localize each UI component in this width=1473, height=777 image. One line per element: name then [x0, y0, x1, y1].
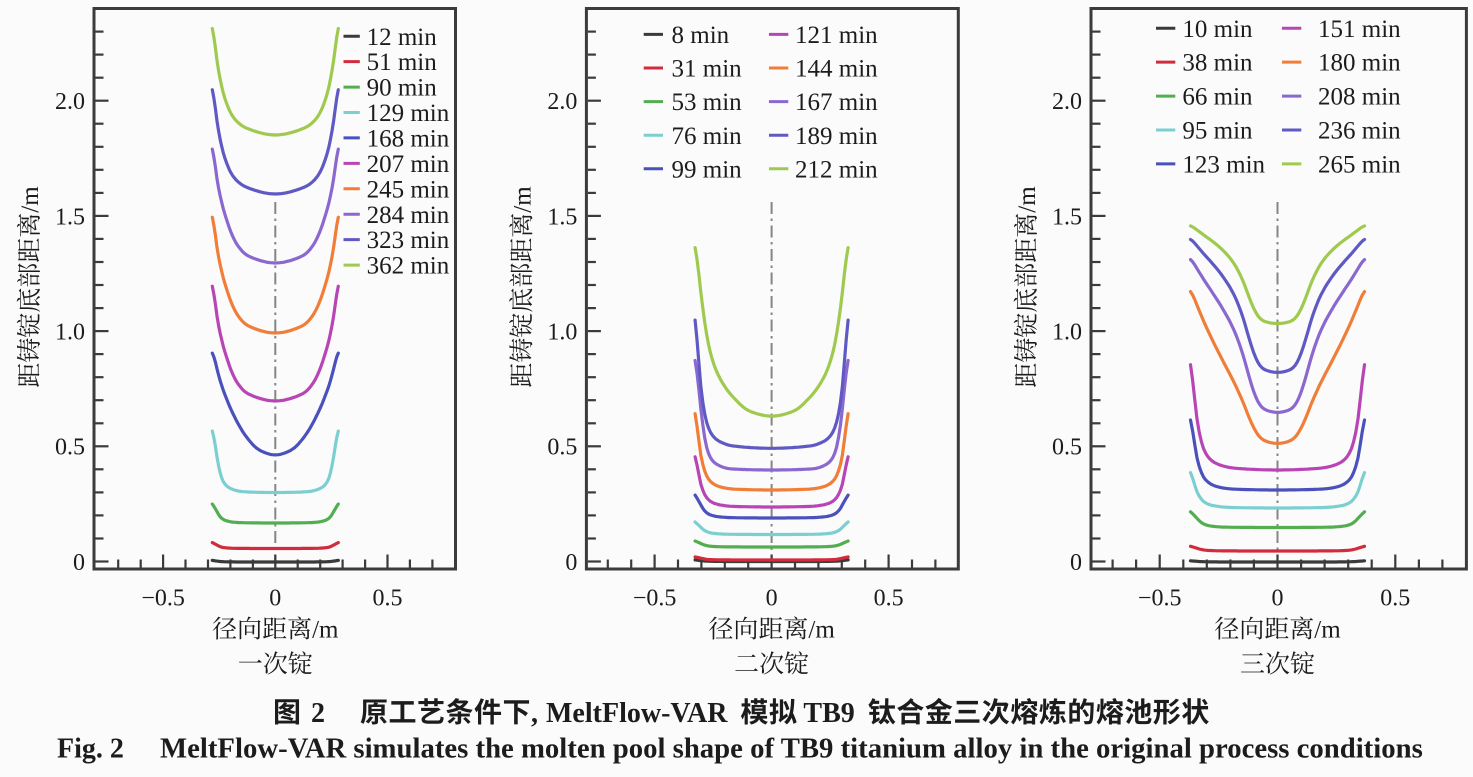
svg-text:2.0: 2.0 — [547, 89, 577, 115]
svg-text:168 min: 168 min — [367, 126, 450, 153]
svg-text:0.5: 0.5 — [1052, 435, 1082, 461]
svg-text:0: 0 — [565, 550, 577, 576]
svg-text:76 min: 76 min — [672, 123, 743, 150]
svg-text:/m: /m — [808, 617, 835, 644]
svg-text:1.5: 1.5 — [1052, 204, 1082, 230]
svg-text:180 min: 180 min — [1318, 50, 1401, 77]
svg-text:1.5: 1.5 — [55, 204, 85, 230]
svg-text:207 min: 207 min — [367, 151, 450, 178]
svg-text:189 min: 189 min — [795, 123, 878, 150]
svg-text:129 min: 129 min — [367, 100, 450, 127]
svg-text:121 min: 121 min — [795, 22, 878, 49]
svg-text:8 min: 8 min — [672, 22, 730, 49]
svg-text:95 min: 95 min — [1182, 118, 1253, 145]
svg-text:0.5: 0.5 — [547, 435, 577, 461]
svg-text:MeltFlow-VAR simulates the mol: MeltFlow-VAR simulates the molten pool s… — [160, 733, 1423, 765]
svg-text:53 min: 53 min — [672, 89, 743, 116]
svg-text:1.0: 1.0 — [55, 320, 85, 346]
svg-text:1.0: 1.0 — [1052, 320, 1082, 346]
svg-text:2.0: 2.0 — [1052, 89, 1082, 115]
svg-text:/m: /m — [1014, 186, 1041, 213]
svg-text:Fig. 2: Fig. 2 — [57, 734, 124, 765]
svg-text:99 min: 99 min — [672, 156, 743, 183]
svg-text:208 min: 208 min — [1318, 84, 1401, 111]
svg-text:0.5: 0.5 — [55, 435, 85, 461]
svg-text:66 min: 66 min — [1182, 84, 1253, 111]
svg-text:2: 2 — [311, 698, 325, 729]
svg-text:0.5: 0.5 — [874, 586, 904, 612]
svg-text:38 min: 38 min — [1182, 50, 1253, 77]
svg-text:1.5: 1.5 — [547, 204, 577, 230]
svg-text:265 min: 265 min — [1318, 152, 1401, 179]
svg-text:/m: /m — [17, 186, 44, 213]
svg-text:1.0: 1.0 — [547, 320, 577, 346]
svg-text:0: 0 — [1272, 586, 1284, 612]
svg-text:−0.5: −0.5 — [1138, 586, 1182, 612]
svg-text:−0.5: −0.5 — [141, 586, 185, 612]
svg-text:245 min: 245 min — [367, 176, 450, 203]
svg-text:323 min: 323 min — [367, 227, 450, 254]
svg-text:MeltFlow-VAR: MeltFlow-VAR — [546, 698, 728, 729]
svg-text:0.5: 0.5 — [373, 586, 403, 612]
svg-text:TB9: TB9 — [803, 698, 854, 729]
svg-text:,: , — [531, 698, 538, 729]
svg-text:284 min: 284 min — [367, 202, 450, 229]
svg-text:0: 0 — [1070, 550, 1082, 576]
svg-text:/m: /m — [509, 186, 536, 213]
svg-text:51 min: 51 min — [367, 49, 438, 76]
svg-text:0: 0 — [269, 586, 281, 612]
svg-text:0: 0 — [766, 586, 778, 612]
svg-text:2.0: 2.0 — [55, 89, 85, 115]
svg-text:362 min: 362 min — [367, 253, 450, 280]
svg-text:151 min: 151 min — [1318, 16, 1401, 43]
svg-text:10 min: 10 min — [1182, 16, 1253, 43]
svg-text:0.5: 0.5 — [1380, 586, 1410, 612]
svg-text:123 min: 123 min — [1182, 152, 1265, 179]
svg-text:236 min: 236 min — [1318, 118, 1401, 145]
svg-text:/m: /m — [1314, 617, 1341, 644]
svg-text:12 min: 12 min — [367, 24, 438, 51]
svg-text:0: 0 — [73, 550, 85, 576]
svg-text:−0.5: −0.5 — [633, 586, 677, 612]
svg-text:167 min: 167 min — [795, 89, 878, 116]
svg-text:31 min: 31 min — [672, 56, 743, 83]
svg-text:144 min: 144 min — [795, 56, 878, 83]
svg-text:212 min: 212 min — [795, 156, 878, 183]
svg-text:90 min: 90 min — [367, 75, 438, 102]
svg-text:/m: /m — [312, 617, 339, 644]
